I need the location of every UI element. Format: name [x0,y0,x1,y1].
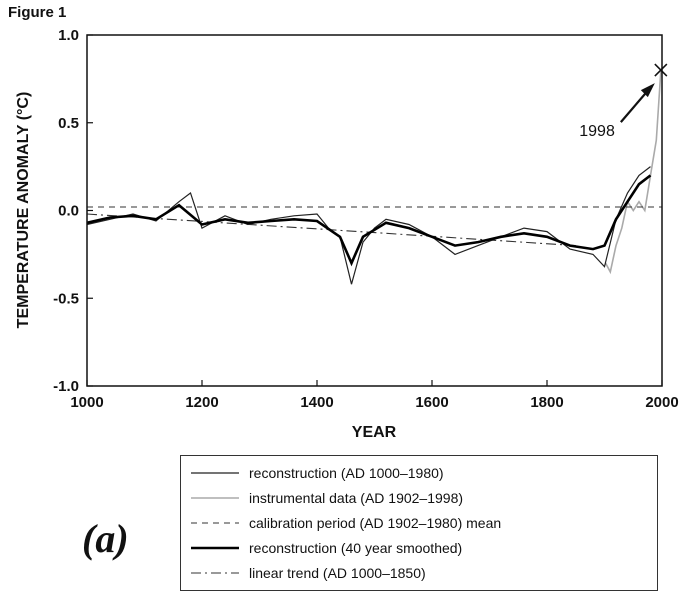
y-tick-label: -0.5 [53,290,79,307]
y-tick-label: 0.5 [58,115,79,132]
y-axis-label: TEMPERATURE ANOMALY (°C) [15,92,32,329]
legend-item: reconstruction (AD 1000–1980) [191,460,647,485]
legend-label: reconstruction (40 year smoothed) [249,539,463,556]
x-tick-label: 1200 [185,394,218,411]
legend-item: reconstruction (40 year smoothed) [191,535,647,560]
plot-frame [86,34,663,387]
legend-swatch [191,571,239,574]
temperature-chart: 1000 1200 1400 1600 1800 2000 1.0 0.5 0.0 -0.5 -1.… [15,27,679,441]
figure-label: Figure 1 [8,4,67,21]
legend-item: linear trend (AD 1000–1850) [191,560,647,585]
x-tick-label: 1800 [530,394,563,411]
legend-swatch [191,471,239,474]
legend-label: instrumental data (AD 1902–1998) [249,489,464,506]
legend-swatch [191,496,239,499]
series-line-instrumental-data-ad-1902-1998 [604,70,662,275]
legend-swatch [191,546,239,549]
x-tick-label: 1400 [300,394,333,411]
legend-swatch [191,521,239,524]
y-tick-label: 0.0 [58,203,79,220]
legend-item: instrumental data (AD 1902–1998) [191,485,647,510]
legend-label: calibration period (AD 1902–1980) mean [249,514,502,531]
annotation-arrowhead [640,83,655,98]
x-tick-label: 1000 [70,394,103,411]
legend: reconstruction (AD 1000–1980) instrumenta… [180,455,658,591]
x-tick-label: 2000 [645,394,678,411]
y-tick-label: -1.0 [53,378,79,395]
legend-label: linear trend (AD 1000–1850) [249,564,426,581]
annotation-marker [654,63,668,77]
y-tick-label: 1.0 [58,27,79,44]
series-line-reconstruction-40-year-smoothed [86,174,652,267]
x-axis-label: YEAR [352,424,397,441]
x-tick-label: 1600 [415,394,448,411]
annotation-label: 1998 [579,123,615,140]
series-line-reconstruction-ad-1000-1980 [86,166,651,285]
legend-item: calibration period (AD 1902–1980) mean [191,510,647,535]
panel-label: (a) [82,516,129,561]
legend-label: reconstruction (AD 1000–1980) [249,464,444,481]
